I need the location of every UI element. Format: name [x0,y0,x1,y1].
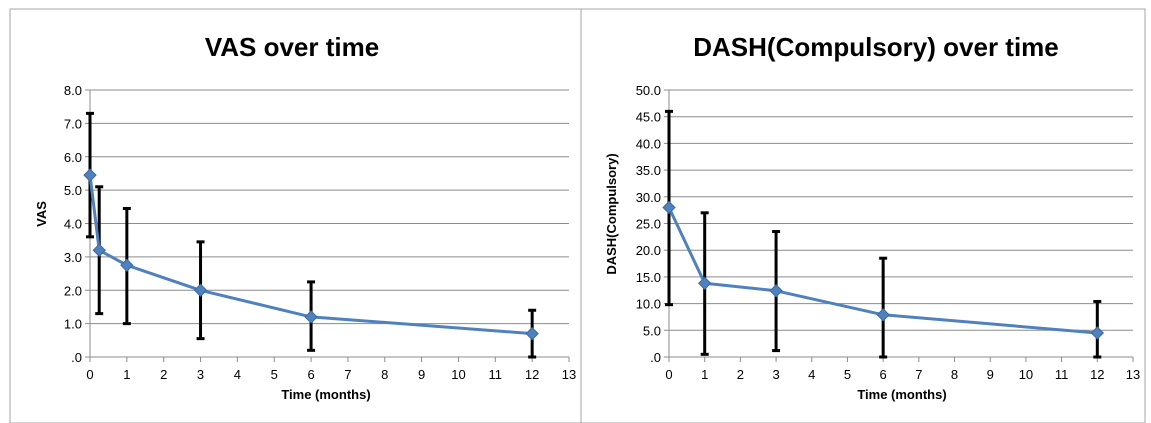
dash-data-point [1090,326,1105,340]
dash-y-tick-label: 45.0 [636,110,661,125]
dash-x-tick-label: 7 [915,367,922,382]
vas-data-point [83,168,97,182]
vas-x-tick-label: 8 [381,367,388,382]
dash-x-axis-label: Time (months) [857,387,946,402]
dash-x-tick-label: 0 [665,367,672,382]
vas-series [83,168,539,341]
vas-x-tick-label: 7 [344,367,351,382]
dash-y-ticks: .0 5.0 10.0 15.0 20.0 25.0 30.0 35.0 40.0 45.0 50.… [636,83,661,365]
vas-y-tick-label: 5.0 [64,183,82,198]
dash-series [662,200,1105,340]
vas-y-tick-label: 6.0 [64,150,82,165]
dash-x-tick-label: 11 [1055,367,1069,382]
vas-x-tick-label: 2 [160,367,167,382]
vas-y-tick-label: 8.0 [64,83,82,98]
vas-x-tick-label: 3 [197,367,204,382]
dash-y-tick-label: 40.0 [636,136,661,151]
vas-data-point [92,243,106,257]
dash-y-tick-label: 20.0 [636,243,661,258]
vas-y-tick-label: 1.0 [64,317,82,332]
vas-y-tick-label: .0 [71,350,82,365]
vas-y-tick-label: 3.0 [64,250,82,265]
dash-y-tick-label: 50.0 [636,83,661,98]
dash-y-tick-label: 30.0 [636,190,661,205]
vas-data-point [304,310,318,324]
vas-chart: VAS over time .01.02.03.04.05.06.07.08.0… [34,32,576,402]
dash-x-tick-label: 1 [701,367,708,382]
dash-y-tick-label: 10.0 [636,297,661,312]
vas-x-ticks: 0 1 2 3 4 5 6 7 8 9 10 11 12 13 [86,367,576,382]
vas-x-tick-label: 6 [307,367,314,382]
vas-chart-title: VAS over time [205,32,379,62]
vas-x-tick-label: 12 [525,367,539,382]
dash-chart-title: DASH(Compulsory) over time [693,32,1059,62]
dash-x-tick-label: 12 [1090,367,1104,382]
vas-x-tick-label: 5 [271,367,278,382]
vas-x-tick-label: 1 [123,367,130,382]
dash-data-point [769,284,783,298]
vas-grid [90,89,569,325]
dash-y-tick-label: 35.0 [636,163,661,178]
dash-x-tick-label: 4 [808,367,815,382]
dash-y-tick-label: .0 [650,350,661,365]
dash-x-tick-label: 5 [844,367,851,382]
vas-x-tick-label: 4 [234,367,241,382]
vas-data-point [193,283,208,297]
dash-y-tick-label: 15.0 [636,270,661,285]
vas-y-tick-label: 7.0 [64,116,82,131]
vas-x-tick-label: 13 [562,367,576,382]
dash-axes [664,89,1134,362]
dash-y-tick-label: 25.0 [636,217,661,232]
dash-x-tick-label: 9 [987,367,994,382]
vas-x-tick-label: 11 [489,367,503,382]
dash-x-tick-label: 13 [1126,367,1140,382]
dash-data-point [876,308,890,322]
vas-x-axis-label: Time (months) [281,387,370,402]
vas-y-tick-label: 4.0 [64,217,82,232]
vas-data-point [525,326,539,341]
dash-x-tick-label: 2 [737,367,744,382]
dash-chart: DASH(Compulsory) over time .05.010.015.0… [604,32,1140,402]
dash-y-axis-label: DASH(Compulsory) [604,153,619,274]
dash-x-tick-label: 3 [772,367,779,382]
dash-x-ticks: 0 1 2 3 4 5 6 7 8 9 10 11 12 13 [665,367,1140,382]
vas-x-tick-label: 9 [418,367,425,382]
dash-x-tick-label: 10 [1019,367,1033,382]
vas-series-line [88,174,533,336]
vas-x-tick-label: 10 [451,367,465,382]
dash-y-tick-label: 5.0 [643,323,661,338]
dash-data-point [662,200,676,215]
right-panel-frame [580,8,1146,423]
vas-data-point [120,258,134,272]
vas-y-ticks: .0 1.0 2.0 3.0 4.0 5.0 6.0 7.0 8.0 [64,83,82,365]
vas-axes [85,89,570,362]
vas-y-tick-label: 2.0 [64,283,82,298]
vas-x-tick-label: 0 [86,367,93,382]
dash-x-tick-label: 6 [880,367,887,382]
dash-grid [669,89,1133,331]
vas-y-axis-label: VAS [34,201,49,227]
dash-x-tick-label: 8 [951,367,958,382]
dash-data-point [697,276,712,291]
